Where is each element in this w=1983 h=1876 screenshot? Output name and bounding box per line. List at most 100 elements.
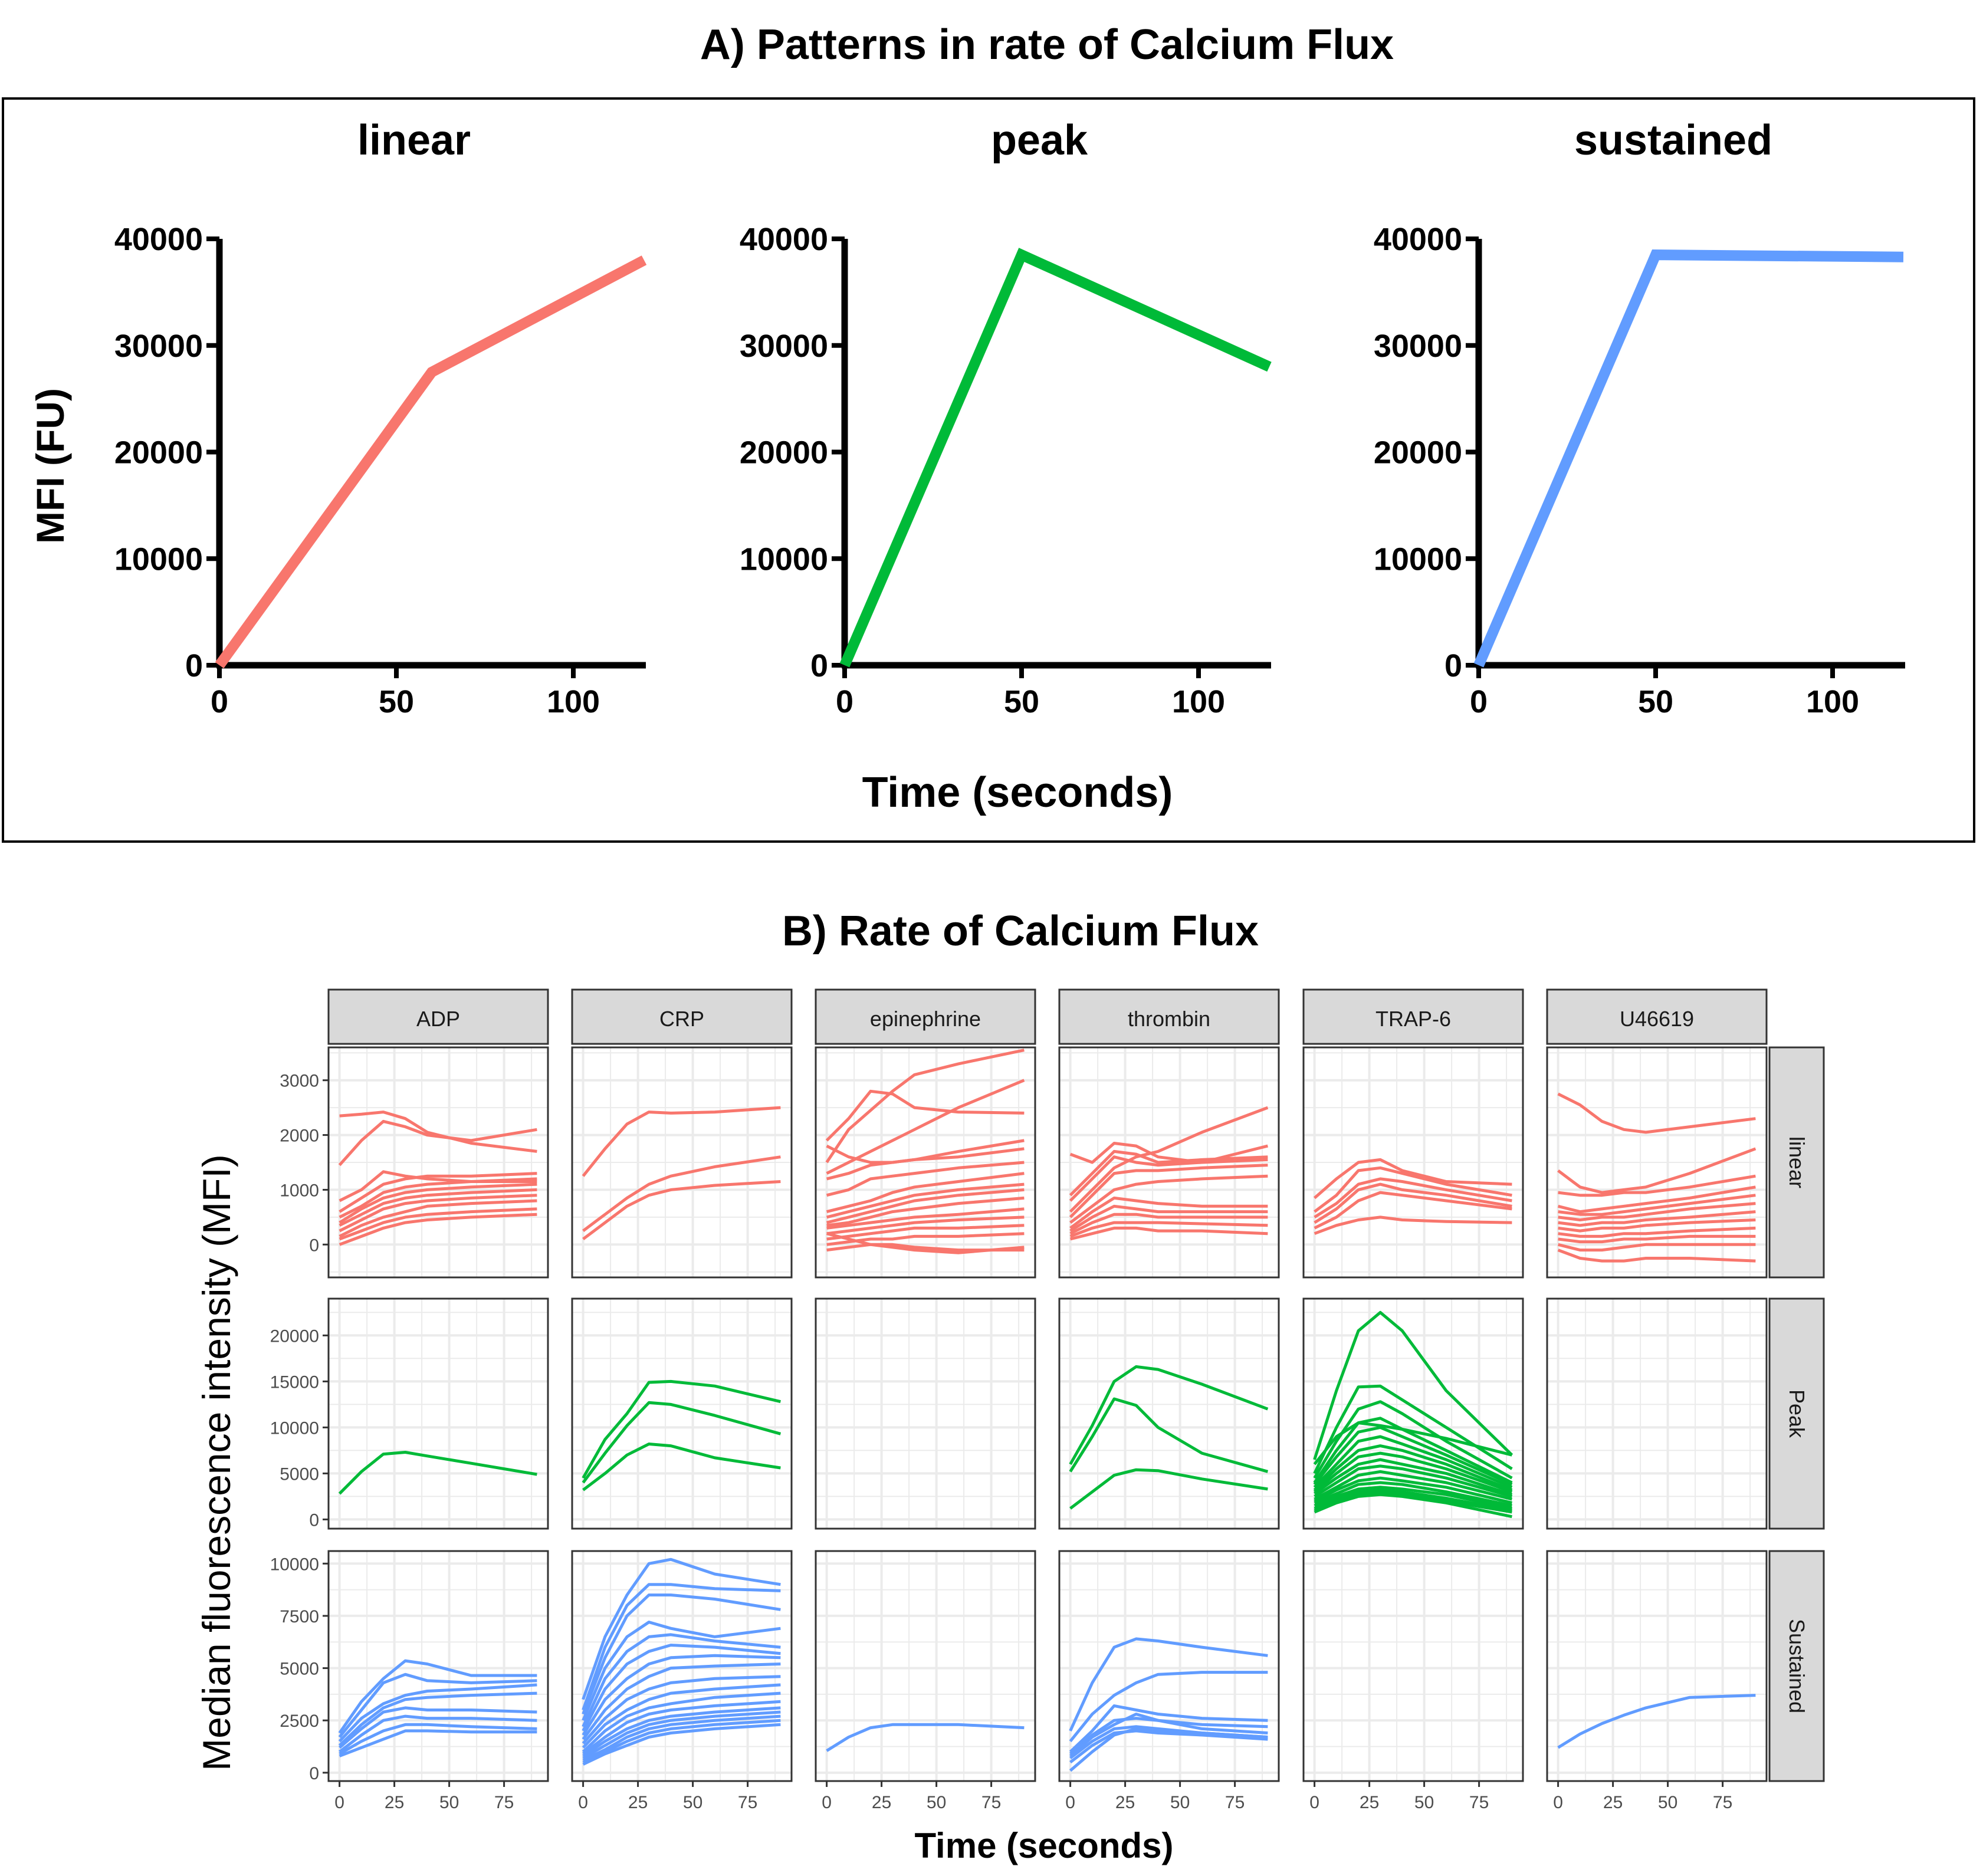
series-line (1069, 1717, 1268, 1755)
x-tick-label: 75 (494, 1793, 514, 1812)
series-line (582, 1106, 781, 1177)
series-line (339, 1213, 537, 1246)
x-tick-label: 100 (547, 684, 600, 719)
facet-panel-border (1546, 1046, 1768, 1279)
panel-b-facet-grid: ADP CRP epinephrine thrombin TRAP-6 U46619 lin… (270, 988, 1825, 1812)
x-tick-label: 0 (836, 684, 853, 719)
facet-panel-border (571, 1046, 793, 1279)
y-tick-label: 0 (309, 1236, 319, 1255)
facet-panel-border (815, 1297, 1036, 1530)
series-line (339, 1199, 537, 1238)
series-line (1558, 1226, 1756, 1238)
x-tick-label: 50 (927, 1793, 946, 1812)
facet-panel-U46619-linear (1546, 1046, 1768, 1279)
series-line (1069, 1671, 1268, 1743)
series-line (582, 1379, 781, 1479)
x-tick-label: 25 (872, 1793, 891, 1812)
facet-panel-border (1546, 1297, 1768, 1530)
y-tick-label: 20000 (740, 435, 828, 471)
series-line (1558, 1210, 1756, 1227)
series-line (338, 1119, 537, 1167)
series-line (1314, 1464, 1513, 1498)
y-tick-label: 7500 (280, 1607, 319, 1627)
series-line (1313, 1444, 1513, 1491)
series-line (338, 1659, 537, 1734)
series-line (1069, 1106, 1269, 1213)
facet-panel-ADP-Sustained (327, 1550, 549, 1782)
series-line (1558, 1194, 1756, 1216)
series-line (1558, 1174, 1756, 1197)
series-line (582, 1558, 781, 1700)
facet-panel-TRAP-6-Sustained (1302, 1550, 1524, 1782)
series-line (582, 1180, 781, 1241)
x-tick-label: 0 (822, 1793, 832, 1812)
facet-strip-label: TRAP-6 (1375, 1007, 1451, 1031)
series-line (1314, 1486, 1512, 1510)
series-line (1069, 1196, 1268, 1230)
facet-panel-epinephrine-Sustained (815, 1550, 1036, 1782)
facet-strip-label: epinephrine (870, 1007, 981, 1031)
facet-panel-border (571, 1550, 793, 1782)
panel-a-xlabel: Time (seconds) (862, 769, 1173, 816)
facet-panel-border (571, 1297, 793, 1530)
series-line (339, 1172, 537, 1213)
panel-b-ylabel: Median fluorescence intensity (MFI) (195, 1154, 238, 1770)
x-tick-label: 25 (1603, 1793, 1623, 1812)
facet-strip-row-Sustained (1768, 1550, 1825, 1782)
y-tick-label: 3000 (280, 1072, 319, 1091)
y-tick-label: 10000 (740, 541, 828, 577)
pattern-line-linear (215, 255, 647, 669)
x-tick-label: 50 (1414, 1793, 1434, 1812)
facet-strip-label: U46619 (1620, 1007, 1694, 1031)
facet-panel-U46619-Peak (1546, 1297, 1768, 1530)
facet-panel-TRAP-6-Peak (1302, 1297, 1524, 1530)
facet-panel-border (1302, 1297, 1524, 1530)
facet-strip-label: thrombin (1128, 1007, 1210, 1031)
panel-a-ylabel: MFI (FU) (28, 388, 72, 544)
x-tick-label: 75 (1469, 1793, 1489, 1812)
series-line (1313, 1310, 1513, 1460)
series-line (339, 1729, 537, 1757)
x-tick-label: 50 (1658, 1793, 1677, 1812)
series-line (1557, 1147, 1757, 1194)
series-line (582, 1594, 781, 1715)
x-tick-label: 50 (1170, 1793, 1190, 1812)
pattern-line-sustained (1473, 249, 1904, 668)
panel-a-frame (2, 97, 1975, 843)
facet-panel-TRAP-6-linear (1302, 1046, 1524, 1279)
series-line (582, 1633, 781, 1727)
x-tick-label: 0 (1065, 1793, 1075, 1812)
series-line (582, 1401, 782, 1484)
series-line (1314, 1458, 1513, 1496)
x-tick-label: 75 (1713, 1793, 1732, 1812)
facet-panel-border (815, 1046, 1036, 1279)
x-tick-label: 25 (385, 1793, 404, 1812)
facet-panel-thrombin-Sustained (1058, 1550, 1280, 1782)
series-line (826, 1224, 1025, 1241)
series-line (1313, 1384, 1513, 1474)
x-tick-label: 100 (1172, 684, 1225, 719)
series-line (826, 1079, 1025, 1175)
series-line (1314, 1476, 1512, 1504)
series-line (1314, 1182, 1512, 1224)
facet-panel-thrombin-linear (1058, 1046, 1280, 1279)
panel-a-title: A) Patterns in rate of Calcium Flux (700, 21, 1394, 68)
x-tick-label: 25 (628, 1793, 648, 1812)
facet-panel-border (815, 1550, 1036, 1782)
series-line (582, 1714, 781, 1762)
series-line (826, 1215, 1025, 1236)
series-line (826, 1207, 1025, 1230)
series-line (826, 1147, 1025, 1181)
x-tick-label: 50 (1004, 684, 1039, 719)
series-line (1314, 1489, 1512, 1512)
x-tick-label: 75 (738, 1793, 757, 1812)
facet-panel-border (1302, 1550, 1524, 1782)
series-line (1069, 1727, 1268, 1772)
y-tick-label: 40000 (740, 222, 828, 257)
series-line (1314, 1470, 1513, 1501)
series-line (1314, 1481, 1512, 1507)
x-tick-label: 0 (1309, 1793, 1319, 1812)
y-tick-label: 20000 (1374, 435, 1462, 471)
